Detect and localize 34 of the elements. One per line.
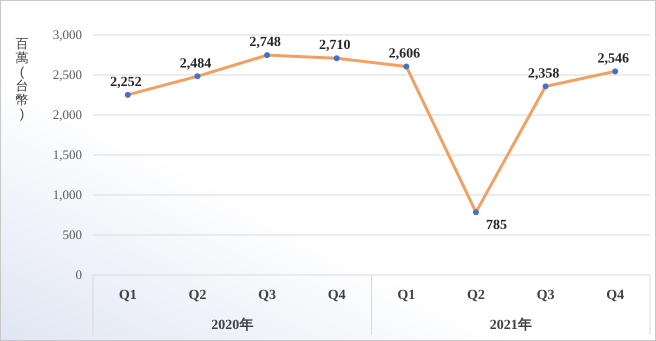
- point: [334, 55, 340, 62]
- y-tick-label: 2,000: [52, 107, 82, 122]
- x-tick-label: Q2: [188, 288, 206, 303]
- data-label: 2,252: [110, 74, 142, 90]
- point: [124, 92, 131, 98]
- y-tick-label: 1,000: [52, 187, 82, 202]
- data-label: 2,748: [249, 35, 281, 50]
- y-tick-label: 1,500: [52, 147, 82, 162]
- data-label: 2,710: [318, 38, 350, 54]
- x-tick-label: Q4: [328, 288, 346, 303]
- point: [264, 52, 270, 58]
- text: 2021年: [490, 317, 532, 333]
- y-axis-title: 百萬(台幣): [16, 36, 28, 121]
- data-label: 2,358: [528, 66, 560, 82]
- y-tick-label: 500: [62, 227, 82, 242]
- x-tick-label: Q1: [118, 288, 137, 303]
- x-tick-label: Q3: [258, 288, 276, 303]
- x-tick-label: Q1: [397, 288, 416, 303]
- x-tick-label: Q3: [536, 288, 555, 303]
- data-label: 2,546: [597, 51, 629, 66]
- y-tick-label: 3,000: [52, 27, 82, 42]
- data-label: 2,484: [180, 56, 212, 72]
- x-tick-label: Q4: [606, 288, 624, 303]
- x-tick-label: Q2: [466, 288, 485, 303]
- data-label: 785: [486, 218, 507, 234]
- point: [612, 68, 618, 74]
- y-tick-label: 2,500: [52, 67, 82, 82]
- point: [542, 83, 549, 90]
- data-label: 2,606: [388, 46, 420, 62]
- point: [194, 73, 200, 80]
- y-tick-label: 0: [76, 267, 82, 282]
- point: [403, 64, 410, 70]
- point: [472, 209, 479, 216]
- text: 2020年: [211, 317, 254, 333]
